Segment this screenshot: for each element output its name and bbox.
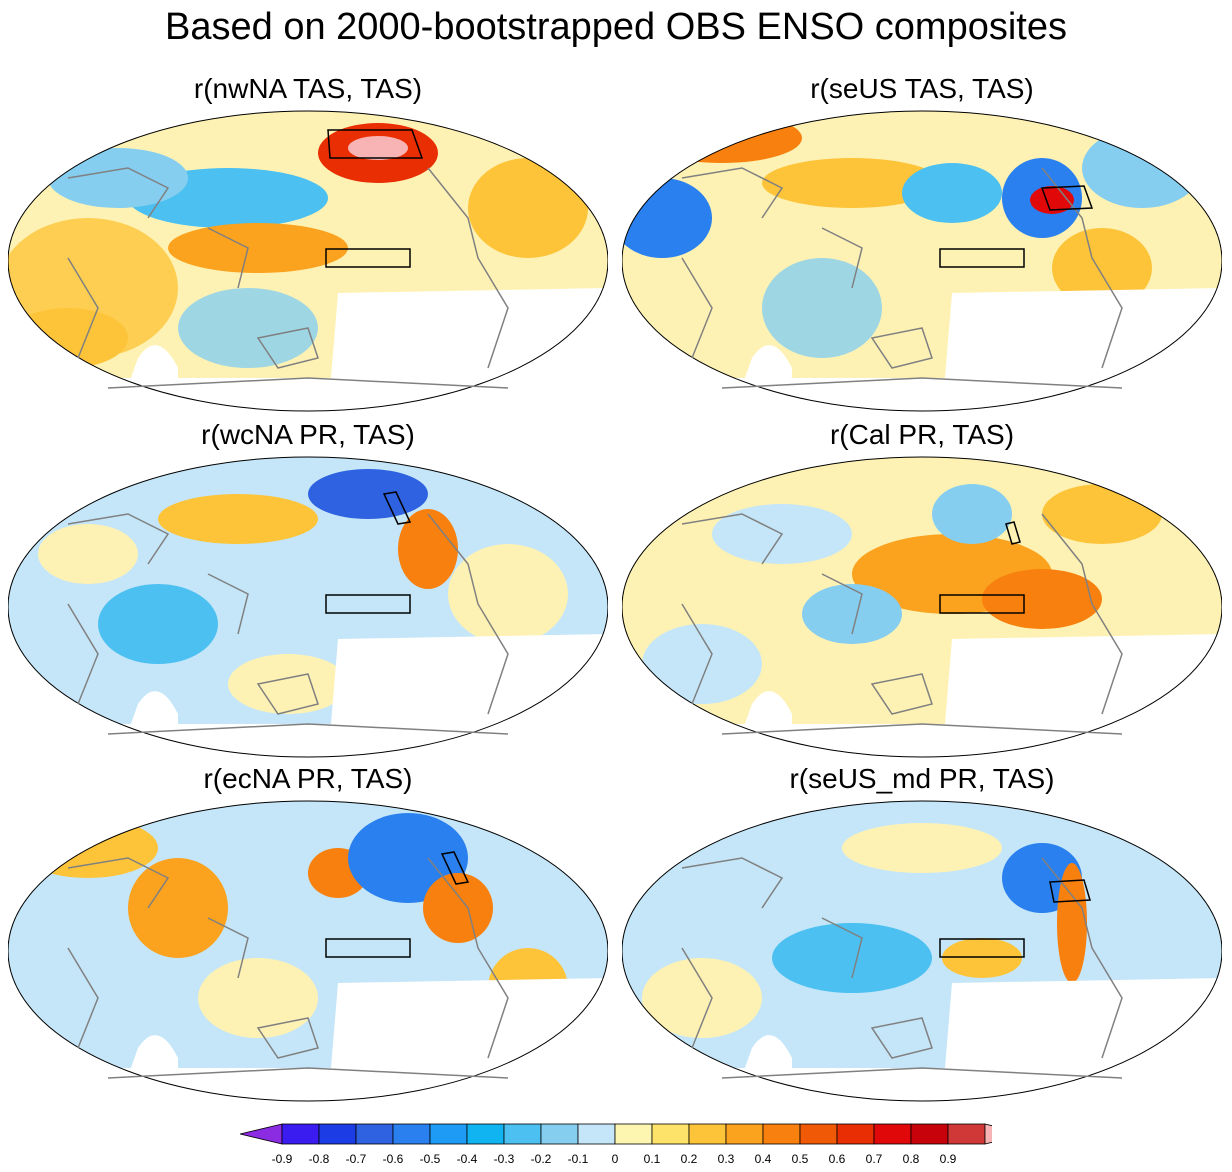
colorbar-swatch: [984, 1123, 992, 1145]
colorbar-swatches: [240, 1123, 992, 1145]
colorbar-swatch: [429, 1123, 468, 1145]
colorbar-swatch: [466, 1123, 505, 1145]
coastlines: [67, 857, 509, 1079]
colorbar-tick-label: 0.3: [717, 1152, 735, 1166]
panel-title: r(Cal PR, TAS): [829, 419, 1015, 450]
region-box: [440, 851, 470, 885]
colorbar-swatch: [762, 1123, 801, 1145]
colorbar-swatch: [318, 1123, 357, 1145]
colorbar-swatch: [392, 1123, 431, 1145]
colorbar-tick-label: -0.6: [382, 1152, 404, 1166]
colorbar-tick-label: 0.2: [680, 1152, 698, 1166]
nino-box: [939, 594, 1025, 614]
colorbar-swatch: [503, 1123, 542, 1145]
colorbar-swatch: [799, 1123, 838, 1145]
colorbar-swatch: [836, 1123, 875, 1145]
panel-title: r(wcNA PR, TAS): [201, 419, 415, 450]
colorbar-tick-label: -0.8: [308, 1152, 330, 1166]
figure-title: Based on 2000-bootstrapped OBS ENSO comp…: [165, 6, 1067, 48]
coastlines: [681, 167, 1123, 389]
coastlines: [67, 513, 509, 735]
nino-box: [325, 938, 411, 958]
colorbar-swatch: [540, 1123, 579, 1145]
colorbar-tick-label: -0.2: [530, 1152, 552, 1166]
panel-title: r(seUS_md PR, TAS): [789, 763, 1055, 794]
map-panel-nwNA: r(nwNA TAS, TAS): [8, 72, 608, 417]
colorbar-swatch: [947, 1123, 986, 1145]
panel-title: r(seUS TAS, TAS): [810, 73, 1034, 104]
colorbar-swatch: [651, 1123, 690, 1145]
robinson-map: [622, 456, 1222, 758]
colorbar-tick-label: 0.7: [865, 1152, 883, 1166]
map-panel-seUS: r(seUS TAS, TAS): [622, 72, 1222, 417]
colorbar-tick-label: 0: [611, 1152, 619, 1166]
robinson-map: [8, 110, 608, 412]
nino-box: [939, 938, 1025, 958]
robinson-map: [622, 800, 1222, 1102]
colorbar-swatch: [577, 1123, 616, 1145]
map-panel-seUS_md: r(seUS_md PR, TAS): [622, 762, 1222, 1107]
region-box: [1040, 185, 1094, 211]
colorbar-tick-label: -0.9: [271, 1152, 293, 1166]
nino-box: [325, 594, 411, 614]
region-box: [327, 129, 424, 159]
robinson-map: [8, 800, 608, 1102]
colorbar-tick-label: 0.5: [791, 1152, 809, 1166]
colorbar-tick-label: -0.5: [419, 1152, 441, 1166]
panel-title: r(ecNA PR, TAS): [203, 763, 413, 794]
colorbar-swatch: [725, 1123, 764, 1145]
colorbar-tick-label: -0.4: [456, 1152, 478, 1166]
region-box: [1005, 521, 1021, 545]
region-box: [382, 491, 412, 525]
colorbar-tick-label: 0.6: [828, 1152, 846, 1166]
panel-title: r(nwNA TAS, TAS): [193, 73, 423, 104]
nino-box: [325, 248, 411, 268]
colorbar-swatch: [910, 1123, 949, 1145]
colorbar-tick-label: 0.8: [902, 1152, 920, 1166]
colorbar-swatch: [355, 1123, 394, 1145]
coastlines: [681, 857, 1123, 1079]
coastlines: [681, 513, 1123, 735]
robinson-map: [8, 456, 608, 758]
colorbar-swatch: [614, 1123, 653, 1145]
coastlines: [67, 167, 509, 389]
region-box: [1049, 879, 1091, 903]
map-panel-Cal: r(Cal PR, TAS): [622, 418, 1222, 763]
colorbar-swatch: [240, 1123, 283, 1145]
map-panel-ecNA: r(ecNA PR, TAS): [8, 762, 608, 1107]
nino-box: [939, 248, 1025, 268]
colorbar-tick-label: 0.9: [939, 1152, 957, 1166]
robinson-map: [622, 110, 1222, 412]
map-panel-wcNA: r(wcNA PR, TAS): [8, 418, 608, 763]
colorbar-tick-label: -0.3: [493, 1152, 515, 1166]
colorbar-swatch: [688, 1123, 727, 1145]
colorbar-tick-label: -0.7: [345, 1152, 367, 1166]
colorbar-swatch: [873, 1123, 912, 1145]
colorbar-swatch: [281, 1123, 320, 1145]
colorbar-tick-label: 0.4: [754, 1152, 772, 1166]
colorbar-tick-label: 0.1: [643, 1152, 661, 1166]
colorbar-tick-label: -0.1: [567, 1152, 589, 1166]
colorbar: -0.9 -0.8 -0.7 -0.6 -0.5 -0.4 -0.3 -0.2 -0.1 0 0.1…: [240, 1118, 992, 1172]
